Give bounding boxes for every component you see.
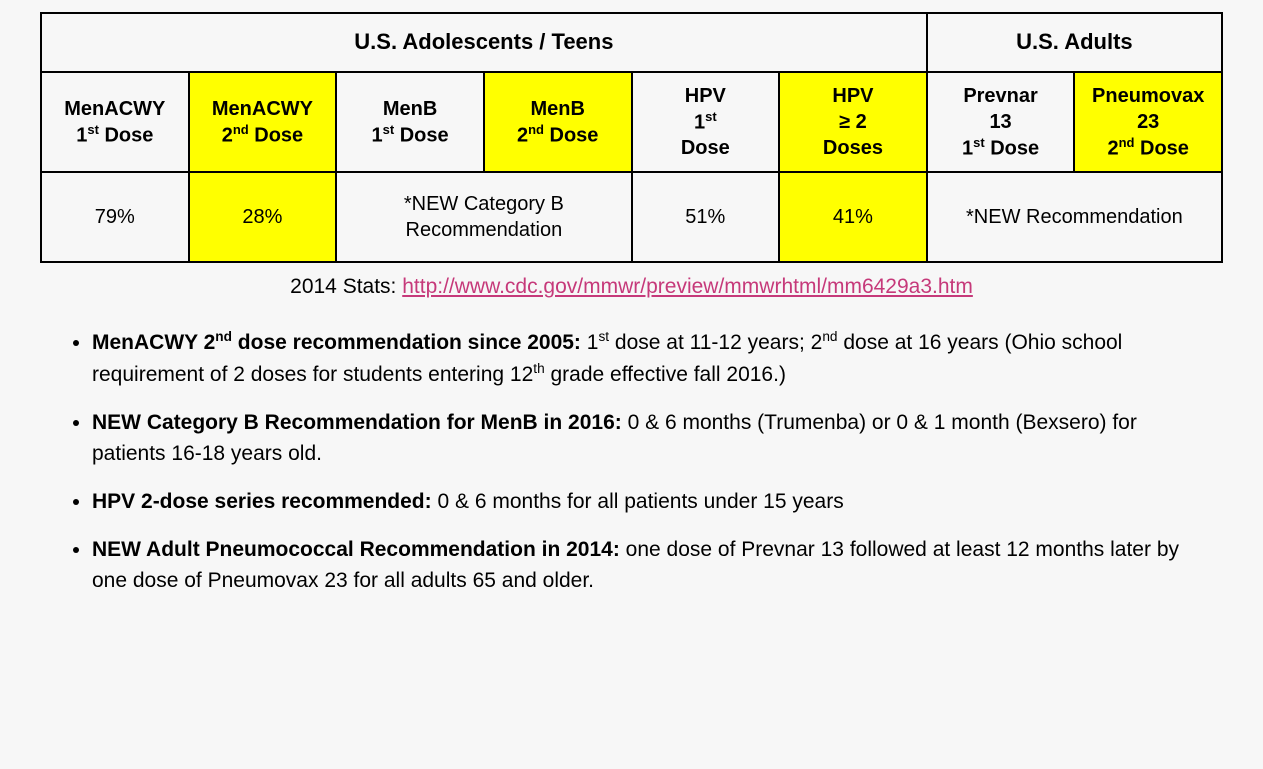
data-cell: 28%	[189, 172, 337, 262]
notes-list: MenACWY 2nd dose recommendation since 20…	[70, 327, 1193, 596]
vaccine-table: U.S. Adolescents / TeensU.S. Adults MenA…	[40, 12, 1223, 263]
note-item: MenACWY 2nd dose recommendation since 20…	[92, 327, 1193, 390]
note-item: NEW Category B Recommendation for MenB i…	[92, 408, 1193, 469]
note-lead: MenACWY 2nd dose recommendation since 20…	[92, 331, 581, 354]
data-row: 79%28%*NEW Category B Recommendation51%4…	[41, 172, 1222, 262]
column-header-cell: MenACWY2nd Dose	[189, 72, 337, 173]
stats-link[interactable]: http://www.cdc.gov/mmwr/preview/mmwrhtml…	[402, 275, 973, 298]
group-header-row: U.S. Adolescents / TeensU.S. Adults	[41, 13, 1222, 72]
data-cell: 41%	[779, 172, 927, 262]
column-header-cell: HPV1stDose	[632, 72, 780, 173]
data-cell: 51%	[632, 172, 780, 262]
data-cell: *NEW Category B Recommendation	[336, 172, 631, 262]
column-header-cell: Prevnar131st Dose	[927, 72, 1075, 173]
column-header-row: MenACWY1st DoseMenACWY2nd DoseMenB1st Do…	[41, 72, 1222, 173]
page-content: U.S. Adolescents / TeensU.S. Adults MenA…	[0, 0, 1263, 654]
column-header-cell: MenACWY1st Dose	[41, 72, 189, 173]
group-header-cell: U.S. Adolescents / Teens	[41, 13, 927, 72]
table-head: U.S. Adolescents / TeensU.S. Adults MenA…	[41, 13, 1222, 172]
data-cell: 79%	[41, 172, 189, 262]
group-header-cell: U.S. Adults	[927, 13, 1222, 72]
note-lead: NEW Adult Pneumococcal Recommendation in…	[92, 538, 620, 561]
stats-prefix: 2014 Stats:	[290, 275, 402, 298]
column-header-cell: MenB2nd Dose	[484, 72, 632, 173]
note-lead: HPV 2-dose series recommended:	[92, 490, 432, 513]
stats-line: 2014 Stats: http://www.cdc.gov/mmwr/prev…	[40, 275, 1223, 299]
column-header-cell: Pneumovax232nd Dose	[1074, 72, 1222, 173]
column-header-cell: HPV≥ 2Doses	[779, 72, 927, 173]
data-cell: *NEW Recommendation	[927, 172, 1222, 262]
note-body: 0 & 6 months for all patients under 15 y…	[432, 490, 844, 513]
note-item: HPV 2-dose series recommended: 0 & 6 mon…	[92, 487, 1193, 517]
column-header-cell: MenB1st Dose	[336, 72, 484, 173]
note-lead: NEW Category B Recommendation for MenB i…	[92, 411, 622, 434]
table-body: 79%28%*NEW Category B Recommendation51%4…	[41, 172, 1222, 262]
note-item: NEW Adult Pneumococcal Recommendation in…	[92, 535, 1193, 596]
